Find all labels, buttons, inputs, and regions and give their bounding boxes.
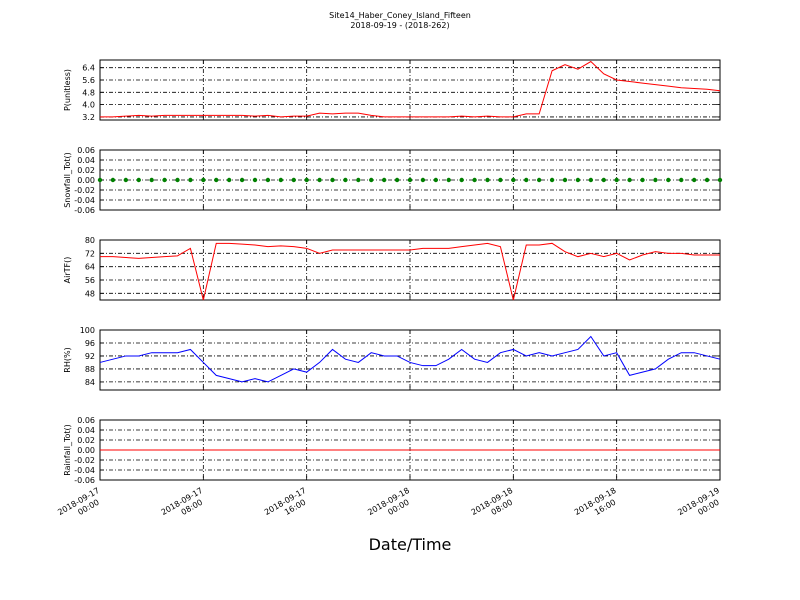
y-tick-label: 100 <box>80 326 95 335</box>
data-point <box>317 177 322 183</box>
y-axis-label: P(unitless) <box>63 69 72 111</box>
data-point <box>536 177 542 183</box>
data-point <box>524 177 529 183</box>
data-point <box>679 177 684 183</box>
y-tick-label: -0.06 <box>74 206 95 215</box>
y-tick-label: 0.06 <box>77 146 95 155</box>
y-axis-label: RH(%) <box>63 347 72 372</box>
data-point <box>394 177 400 183</box>
data-point <box>343 177 348 183</box>
data-point <box>420 177 426 183</box>
data-point <box>278 177 284 183</box>
data-point <box>485 177 490 183</box>
data-point <box>136 177 141 183</box>
title: Site14_Haber_Coney_Island_Fifteen <box>329 11 471 20</box>
data-point <box>459 177 464 183</box>
y-tick-label: 3.2 <box>82 113 95 122</box>
data-point <box>162 177 167 183</box>
data-point <box>123 177 129 183</box>
x-axis-label: Date/Time <box>369 535 452 554</box>
y-axis-label: Snowfall_Tot() <box>63 152 72 208</box>
y-tick-label: 4.8 <box>82 88 95 97</box>
plot-frame <box>99 239 721 301</box>
y-tick-label: 0.04 <box>77 156 95 165</box>
data-point <box>575 177 581 183</box>
data-point <box>562 177 568 183</box>
data-point <box>588 177 594 183</box>
y-axis-label: AirTF() <box>63 257 72 284</box>
plot-frame <box>99 329 721 391</box>
y-tick-label: 0.02 <box>77 166 95 175</box>
data-line <box>100 60 721 118</box>
data-point <box>614 177 619 183</box>
data-line <box>99 335 721 383</box>
data-point <box>110 177 116 183</box>
data-point <box>704 177 710 183</box>
data-point <box>666 177 671 183</box>
data-point <box>265 177 271 183</box>
subtitle: 2018-09-19 - (2018-262) <box>350 21 449 30</box>
data-point <box>549 177 555 183</box>
y-tick-label: 0.04 <box>77 426 95 435</box>
data-line <box>100 242 720 301</box>
y-tick-label: 56 <box>85 276 95 285</box>
data-point <box>291 177 296 183</box>
data-point <box>369 177 374 183</box>
data-point <box>511 177 516 183</box>
data-point <box>407 177 413 183</box>
y-tick-label: 0.00 <box>77 446 95 455</box>
data-point <box>239 177 245 183</box>
data-point <box>175 177 180 183</box>
y-axis-label: Rainfall_Tot() <box>63 424 72 476</box>
data-point <box>433 177 439 183</box>
data-point <box>691 177 697 183</box>
y-tick-label: 4.0 <box>82 101 95 110</box>
y-tick-label: -0.04 <box>74 466 95 475</box>
y-tick-label: -0.04 <box>74 196 95 205</box>
y-tick-label: -0.02 <box>74 186 95 195</box>
data-point <box>356 177 361 183</box>
data-point <box>627 177 632 183</box>
data-point <box>201 177 206 183</box>
data-point <box>304 177 309 183</box>
y-tick-label: 0.00 <box>77 176 95 185</box>
y-tick-label: 88 <box>85 365 95 374</box>
data-point <box>226 177 232 183</box>
data-point <box>252 177 258 183</box>
y-tick-label: 0.02 <box>77 436 95 445</box>
y-tick-label: 5.6 <box>82 76 95 85</box>
y-tick-label: 80 <box>85 236 95 245</box>
data-point <box>97 177 103 183</box>
data-point <box>446 177 451 183</box>
data-point <box>640 177 645 183</box>
y-tick-label: 0.06 <box>77 416 95 425</box>
y-tick-label: -0.06 <box>74 476 95 485</box>
data-point <box>653 177 658 183</box>
plot-frame <box>99 59 721 121</box>
data-point <box>214 177 219 183</box>
data-point <box>472 177 477 183</box>
y-tick-label: 84 <box>85 378 95 387</box>
data-point <box>188 177 193 183</box>
data-point <box>498 177 503 183</box>
data-point <box>381 177 387 183</box>
y-tick-label: 6.4 <box>82 64 95 73</box>
y-tick-label: -0.02 <box>74 456 95 465</box>
y-tick-label: 64 <box>85 263 95 272</box>
data-point <box>717 177 723 183</box>
y-tick-label: 92 <box>85 352 95 361</box>
data-point <box>149 177 154 183</box>
y-tick-label: 48 <box>85 289 95 298</box>
data-point <box>601 177 606 183</box>
y-tick-label: 72 <box>85 249 95 258</box>
y-tick-label: 96 <box>85 339 95 348</box>
data-point <box>330 177 335 183</box>
